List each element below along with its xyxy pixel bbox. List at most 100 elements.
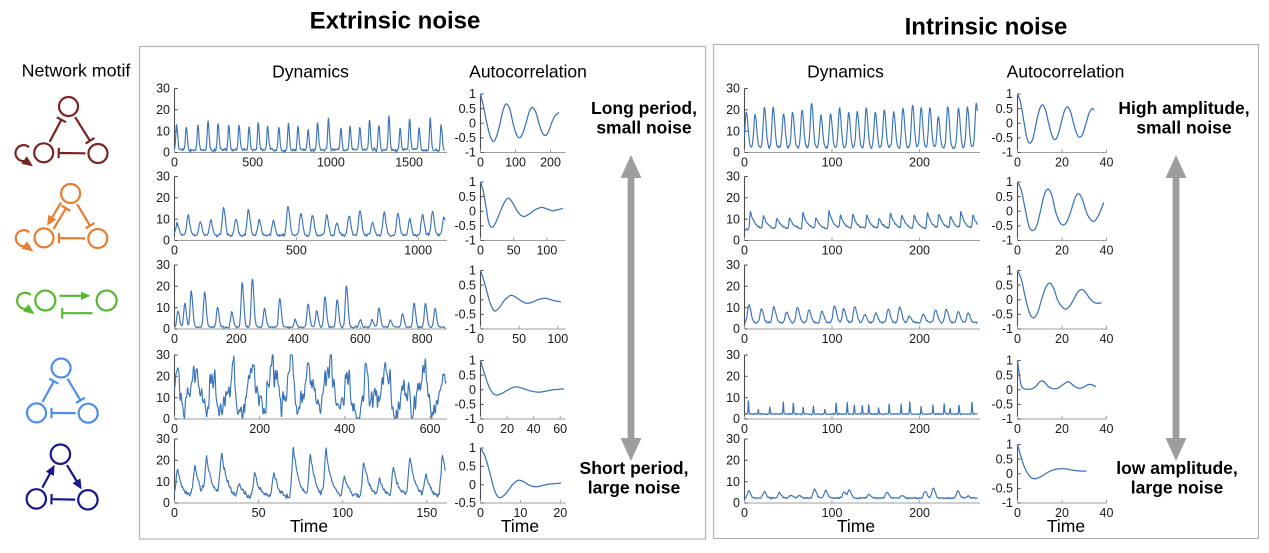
svg-text:100: 100 — [505, 155, 526, 169]
svg-text:50: 50 — [252, 506, 266, 520]
svg-text:High amplitude,: High amplitude, — [1118, 98, 1249, 118]
svg-text:50: 50 — [512, 332, 526, 346]
svg-text:20: 20 — [1055, 243, 1069, 257]
svg-text:0: 0 — [171, 422, 178, 436]
svg-text:0: 0 — [469, 204, 476, 218]
svg-text:200: 200 — [540, 155, 561, 169]
svg-text:Dynamics: Dynamics — [807, 62, 884, 82]
svg-text:20: 20 — [726, 454, 740, 468]
svg-text:10: 10 — [513, 506, 527, 520]
svg-text:1: 1 — [1006, 175, 1013, 189]
svg-text:0: 0 — [1014, 332, 1021, 346]
svg-text:0.5: 0.5 — [996, 452, 1013, 466]
svg-text:10: 10 — [156, 391, 170, 405]
svg-text:150: 150 — [416, 506, 437, 520]
svg-text:10: 10 — [156, 212, 170, 226]
svg-text:100: 100 — [536, 243, 557, 257]
svg-text:200: 200 — [909, 506, 930, 520]
svg-text:0: 0 — [741, 332, 748, 346]
svg-text:Autocorrelation: Autocorrelation — [1007, 62, 1125, 82]
svg-text:0: 0 — [733, 146, 740, 160]
svg-text:500: 500 — [286, 243, 307, 257]
svg-text:30: 30 — [726, 432, 740, 446]
svg-text:0.5: 0.5 — [459, 278, 476, 292]
svg-text:-0.5: -0.5 — [991, 308, 1013, 322]
svg-text:200: 200 — [909, 155, 930, 169]
svg-text:100: 100 — [822, 332, 843, 346]
svg-text:0: 0 — [171, 332, 178, 346]
svg-text:0: 0 — [171, 243, 178, 257]
svg-text:20: 20 — [156, 454, 170, 468]
svg-text:40: 40 — [1100, 332, 1114, 346]
svg-text:0: 0 — [469, 293, 476, 307]
svg-text:30: 30 — [156, 348, 170, 362]
svg-text:0: 0 — [469, 117, 476, 131]
svg-text:0: 0 — [171, 155, 178, 169]
svg-text:10: 10 — [726, 301, 740, 315]
svg-text:30: 30 — [156, 82, 170, 96]
svg-text:Dynamics: Dynamics — [272, 62, 349, 82]
svg-text:Short period,: Short period, — [580, 458, 689, 478]
svg-text:0: 0 — [469, 383, 476, 397]
svg-text:20: 20 — [500, 422, 514, 436]
svg-text:40: 40 — [527, 422, 541, 436]
svg-text:-1: -1 — [465, 234, 476, 248]
svg-text:0.5: 0.5 — [996, 102, 1013, 116]
svg-text:200: 200 — [909, 422, 930, 436]
svg-text:100: 100 — [547, 332, 568, 346]
svg-text:large noise: large noise — [588, 478, 681, 498]
svg-text:0.5: 0.5 — [459, 102, 476, 116]
svg-text:Network motif: Network motif — [22, 61, 131, 81]
svg-text:0: 0 — [1014, 422, 1021, 436]
svg-text:1: 1 — [469, 441, 476, 455]
svg-text:0: 0 — [733, 234, 740, 248]
svg-text:0: 0 — [163, 322, 170, 336]
svg-text:20: 20 — [156, 103, 170, 117]
svg-text:0.5: 0.5 — [459, 460, 476, 474]
svg-text:0: 0 — [1006, 383, 1013, 397]
svg-text:0: 0 — [1006, 117, 1013, 131]
svg-text:0: 0 — [741, 155, 748, 169]
svg-text:30: 30 — [156, 258, 170, 272]
svg-text:0: 0 — [1014, 243, 1021, 257]
svg-text:-0.5: -0.5 — [991, 482, 1013, 496]
svg-text:500: 500 — [242, 155, 263, 169]
svg-text:0.5: 0.5 — [996, 278, 1013, 292]
svg-text:600: 600 — [350, 332, 371, 346]
svg-text:400: 400 — [288, 332, 309, 346]
svg-text:Time: Time — [501, 516, 539, 536]
svg-text:200: 200 — [909, 332, 930, 346]
svg-text:0: 0 — [477, 422, 484, 436]
svg-text:0.5: 0.5 — [459, 190, 476, 204]
svg-text:large noise: large noise — [1131, 478, 1224, 498]
svg-text:0: 0 — [477, 332, 484, 346]
svg-text:10: 10 — [156, 475, 170, 489]
svg-text:-0.5: -0.5 — [454, 219, 476, 233]
svg-text:Intrinsic noise: Intrinsic noise — [905, 14, 1068, 41]
svg-text:20: 20 — [726, 191, 740, 205]
svg-text:0: 0 — [163, 496, 170, 510]
svg-text:10: 10 — [156, 124, 170, 138]
svg-text:-1: -1 — [465, 146, 476, 160]
svg-text:-1: -1 — [1002, 322, 1013, 336]
svg-text:40: 40 — [1100, 506, 1114, 520]
svg-text:0.5: 0.5 — [996, 190, 1013, 204]
svg-text:0.5: 0.5 — [996, 368, 1013, 382]
svg-text:1: 1 — [1006, 264, 1013, 278]
svg-text:1: 1 — [469, 87, 476, 101]
svg-text:200: 200 — [909, 243, 930, 257]
svg-text:0: 0 — [1006, 293, 1013, 307]
svg-text:-0.5: -0.5 — [991, 219, 1013, 233]
svg-text:0: 0 — [171, 506, 178, 520]
svg-text:1: 1 — [469, 354, 476, 368]
svg-text:Autocorrelation: Autocorrelation — [469, 62, 587, 82]
svg-text:200: 200 — [226, 332, 247, 346]
svg-text:Extrinsic noise: Extrinsic noise — [310, 8, 481, 35]
svg-text:100: 100 — [822, 506, 843, 520]
svg-text:0: 0 — [163, 146, 170, 160]
svg-text:10: 10 — [726, 391, 740, 405]
svg-text:0: 0 — [741, 506, 748, 520]
svg-text:0: 0 — [469, 478, 476, 492]
svg-text:-1: -1 — [465, 322, 476, 336]
svg-text:10: 10 — [726, 124, 740, 138]
